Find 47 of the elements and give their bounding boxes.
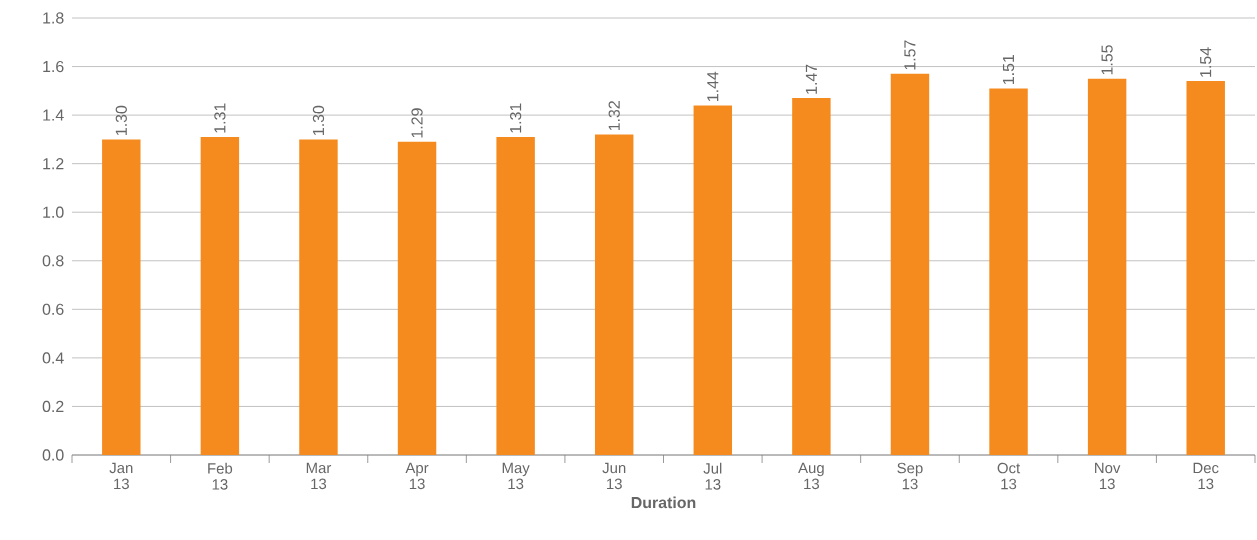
data-label: 1.31	[509, 103, 522, 133]
y-tick-label: 1.6	[43, 60, 64, 73]
data-label: 1.51	[1002, 54, 1015, 84]
x-tick-label: Oct 13	[997, 462, 1021, 490]
x-tick-label: May 13	[502, 462, 530, 490]
data-label: 1.55	[1101, 45, 1113, 75]
bar	[397, 141, 437, 455]
data-label: 1.47	[805, 64, 817, 94]
x-tick-label: Dec 13	[1193, 462, 1219, 490]
y-tick-label: 0.4	[42, 352, 64, 364]
bar	[989, 88, 1028, 455]
data-label: 1.54	[1200, 47, 1212, 77]
y-tick-label: 0.6	[42, 303, 64, 315]
x-tick-label: Apr 13	[405, 462, 429, 490]
x-tick-label: Mar 13	[306, 462, 332, 490]
bar	[890, 73, 930, 455]
data-label: 1.31	[214, 103, 226, 133]
x-tick-label: Nov 13	[1095, 462, 1121, 490]
x-axis-title: Duration	[631, 496, 696, 509]
y-tick-label: 1.4	[43, 109, 64, 121]
x-tick-label: Aug 13	[798, 462, 824, 490]
y-tick-label: 0.8	[42, 255, 64, 267]
y-tick-label: 0.2	[42, 400, 64, 413]
data-label: 1.32	[608, 101, 620, 131]
data-label: 1.30	[312, 105, 325, 135]
bar	[1186, 81, 1225, 455]
y-tick-label: 1.2	[43, 158, 64, 170]
bar	[693, 105, 733, 455]
bar	[200, 136, 240, 455]
x-tick-label: Jan 13	[109, 462, 133, 490]
x-tick-label: Sep 13	[897, 462, 923, 490]
y-tick-label: 1.0	[43, 206, 64, 218]
bar	[1087, 78, 1127, 455]
y-tick-label: 0.0	[42, 449, 64, 461]
bar	[594, 134, 634, 455]
data-label: 1.29	[411, 108, 423, 138]
bar	[496, 136, 535, 455]
x-tick-label: Jun 13	[602, 462, 626, 490]
bar	[299, 139, 338, 455]
y-tick-label: 1.8	[43, 12, 64, 24]
x-tick-label: Feb 13	[208, 462, 233, 490]
bar	[102, 139, 141, 455]
data-label: 1.44	[707, 71, 719, 101]
data-label: 1.30	[115, 105, 127, 135]
bar	[792, 98, 831, 455]
x-tick-label: Jul 13	[703, 462, 722, 490]
data-label: 1.57	[904, 40, 916, 70]
